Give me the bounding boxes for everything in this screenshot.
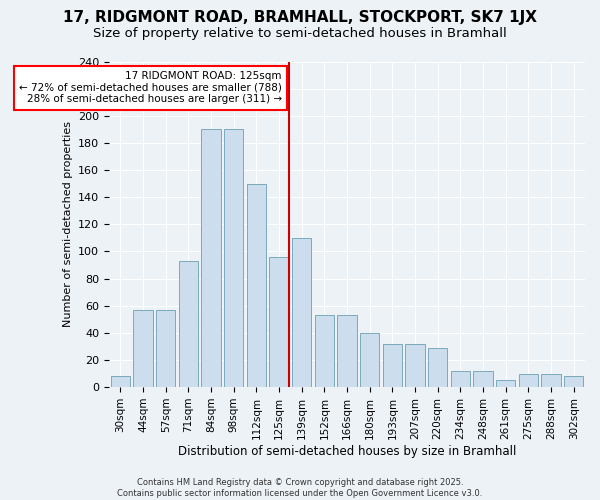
Bar — [315, 315, 334, 387]
Bar — [383, 344, 402, 387]
Bar — [473, 371, 493, 387]
Bar — [179, 261, 198, 387]
Bar — [224, 130, 244, 387]
Text: 17 RIDGMONT ROAD: 125sqm
← 72% of semi-detached houses are smaller (788)
28% of : 17 RIDGMONT ROAD: 125sqm ← 72% of semi-d… — [19, 72, 282, 104]
Bar — [292, 238, 311, 387]
Y-axis label: Number of semi-detached properties: Number of semi-detached properties — [62, 122, 73, 328]
Text: Contains HM Land Registry data © Crown copyright and database right 2025.
Contai: Contains HM Land Registry data © Crown c… — [118, 478, 482, 498]
Text: Size of property relative to semi-detached houses in Bramhall: Size of property relative to semi-detach… — [93, 28, 507, 40]
Text: 17, RIDGMONT ROAD, BRAMHALL, STOCKPORT, SK7 1JX: 17, RIDGMONT ROAD, BRAMHALL, STOCKPORT, … — [63, 10, 537, 25]
Bar — [496, 380, 515, 387]
Bar — [428, 348, 448, 387]
Bar — [406, 344, 425, 387]
Bar — [111, 376, 130, 387]
Bar — [202, 130, 221, 387]
Bar — [133, 310, 152, 387]
X-axis label: Distribution of semi-detached houses by size in Bramhall: Distribution of semi-detached houses by … — [178, 444, 516, 458]
Bar — [541, 374, 560, 387]
Bar — [156, 310, 175, 387]
Bar — [451, 371, 470, 387]
Bar — [337, 315, 356, 387]
Bar — [519, 374, 538, 387]
Bar — [247, 184, 266, 387]
Bar — [564, 376, 583, 387]
Bar — [360, 333, 379, 387]
Bar — [269, 257, 289, 387]
